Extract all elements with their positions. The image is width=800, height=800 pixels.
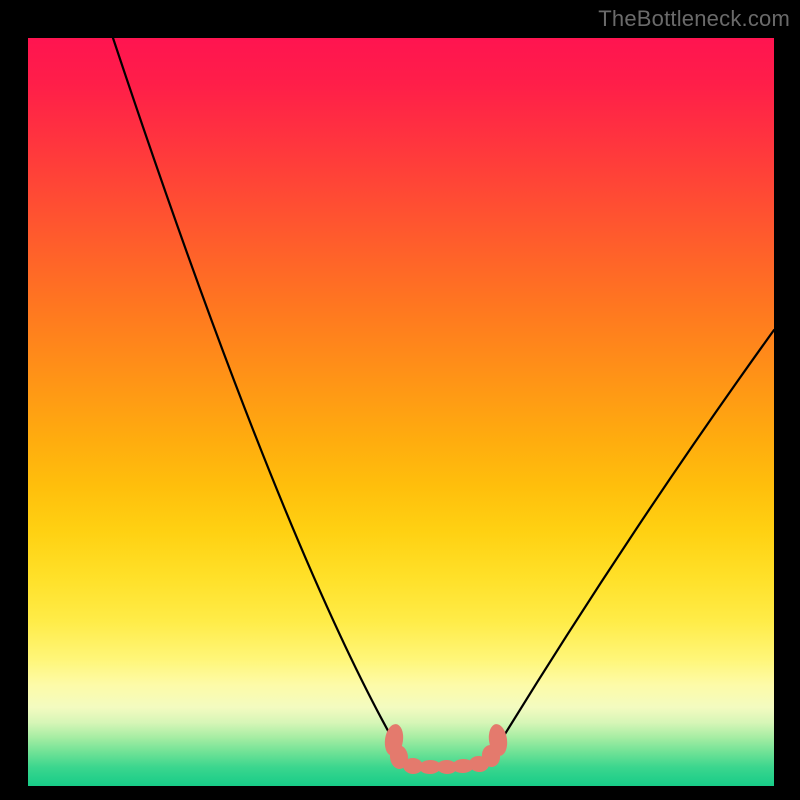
chart-stage: TheBottleneck.com [0,0,800,800]
heat-gradient-background [28,38,774,786]
watermark-text: TheBottleneck.com [598,6,790,32]
